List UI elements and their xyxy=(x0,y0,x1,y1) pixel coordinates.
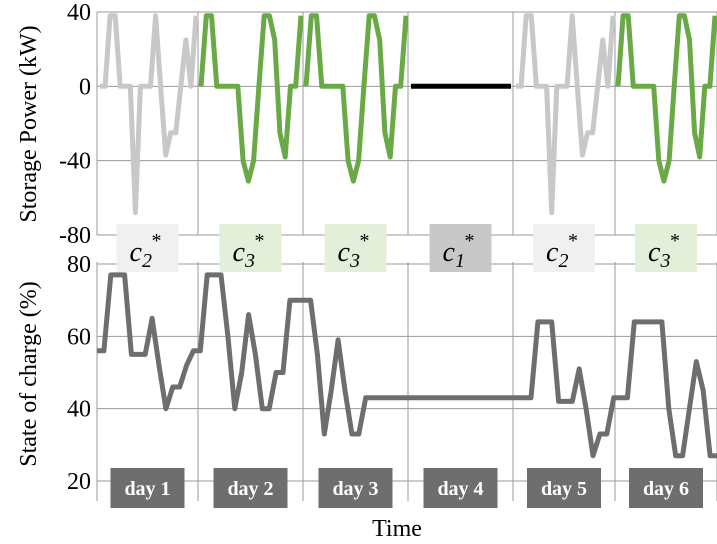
cluster-badge-bg xyxy=(635,224,697,272)
soc-series-group xyxy=(97,272,717,459)
power-tick-label: 0 xyxy=(79,74,91,100)
cluster-badge-bg xyxy=(116,224,179,272)
day-label: day 2 xyxy=(227,478,273,500)
cluster-badge-bg xyxy=(533,224,595,272)
cluster-badge-label: c2 xyxy=(130,237,152,272)
cluster-badge-label: c3 xyxy=(233,237,255,272)
day-label: day 1 xyxy=(124,478,170,500)
soc-tick-label: 80 xyxy=(67,252,91,278)
cluster-badges: c2* c3* c3* c1* c2* c3* xyxy=(116,224,697,272)
day-label-bg xyxy=(527,468,601,508)
cluster-badge: c3* xyxy=(324,224,387,272)
power-series-day-5 xyxy=(516,13,616,216)
soc-tick-labels: 80 60 40 20 xyxy=(67,252,91,495)
soc-tick-label: 40 xyxy=(67,397,91,423)
cluster-badge-bg xyxy=(324,224,387,272)
cluster-badge-star: * xyxy=(670,230,680,252)
day-label: day 3 xyxy=(332,478,378,500)
day-label: day 5 xyxy=(541,478,587,500)
cluster-badge-label: c3 xyxy=(338,237,360,272)
power-grid xyxy=(96,11,717,236)
time-axis-label: Time xyxy=(372,516,422,542)
power-tick-label: -80 xyxy=(59,223,91,249)
day-label: day 6 xyxy=(643,478,689,500)
cluster-badge: c3* xyxy=(219,224,282,272)
day-labels: day 1 day 2 day 3 day 4 day 5 day 6 xyxy=(110,468,703,508)
cluster-badge: c2* xyxy=(116,224,179,272)
power-tick-labels: 40 0 -40 -80 xyxy=(59,0,91,249)
soc-tick-label: 20 xyxy=(67,469,91,495)
power-tick-label: 40 xyxy=(67,0,91,26)
soc-tick-label: 60 xyxy=(67,324,91,350)
day-label-bg xyxy=(213,468,288,508)
soc-series-line xyxy=(97,272,717,459)
cluster-badge-star: * xyxy=(568,230,578,252)
soc-grid xyxy=(96,262,717,501)
day-label-bg xyxy=(423,468,498,508)
day-label-bg xyxy=(629,468,703,508)
power-series-day-3 xyxy=(303,13,409,184)
cluster-badge-label: c1 xyxy=(443,237,465,272)
cluster-badge-star: * xyxy=(465,230,475,252)
power-series-day-1 xyxy=(100,13,199,216)
cluster-badge: c1* xyxy=(429,224,492,272)
cluster-badge-label: c2 xyxy=(546,237,568,272)
cluster-badge-star: * xyxy=(360,230,370,252)
day-label: day 4 xyxy=(437,478,483,500)
power-tick-label: -40 xyxy=(59,149,91,175)
power-series-group xyxy=(100,13,717,216)
soc-axis-label: State of charge (%) xyxy=(16,281,42,466)
cluster-badge-star: * xyxy=(152,230,162,252)
day-label-bg xyxy=(110,468,185,508)
cluster-badge: c2* xyxy=(533,224,595,272)
day-label-bg xyxy=(318,468,393,508)
power-series-day-2 xyxy=(198,13,304,184)
cluster-badge-bg xyxy=(429,224,492,272)
cluster-badge-star: * xyxy=(255,230,265,252)
cluster-badge: c3* xyxy=(635,224,697,272)
cluster-badge-label: c3 xyxy=(648,237,670,272)
cluster-badge-bg xyxy=(219,224,282,272)
power-series-day-6 xyxy=(615,13,717,184)
power-axis-label: Storage Power (kW) xyxy=(16,25,42,222)
